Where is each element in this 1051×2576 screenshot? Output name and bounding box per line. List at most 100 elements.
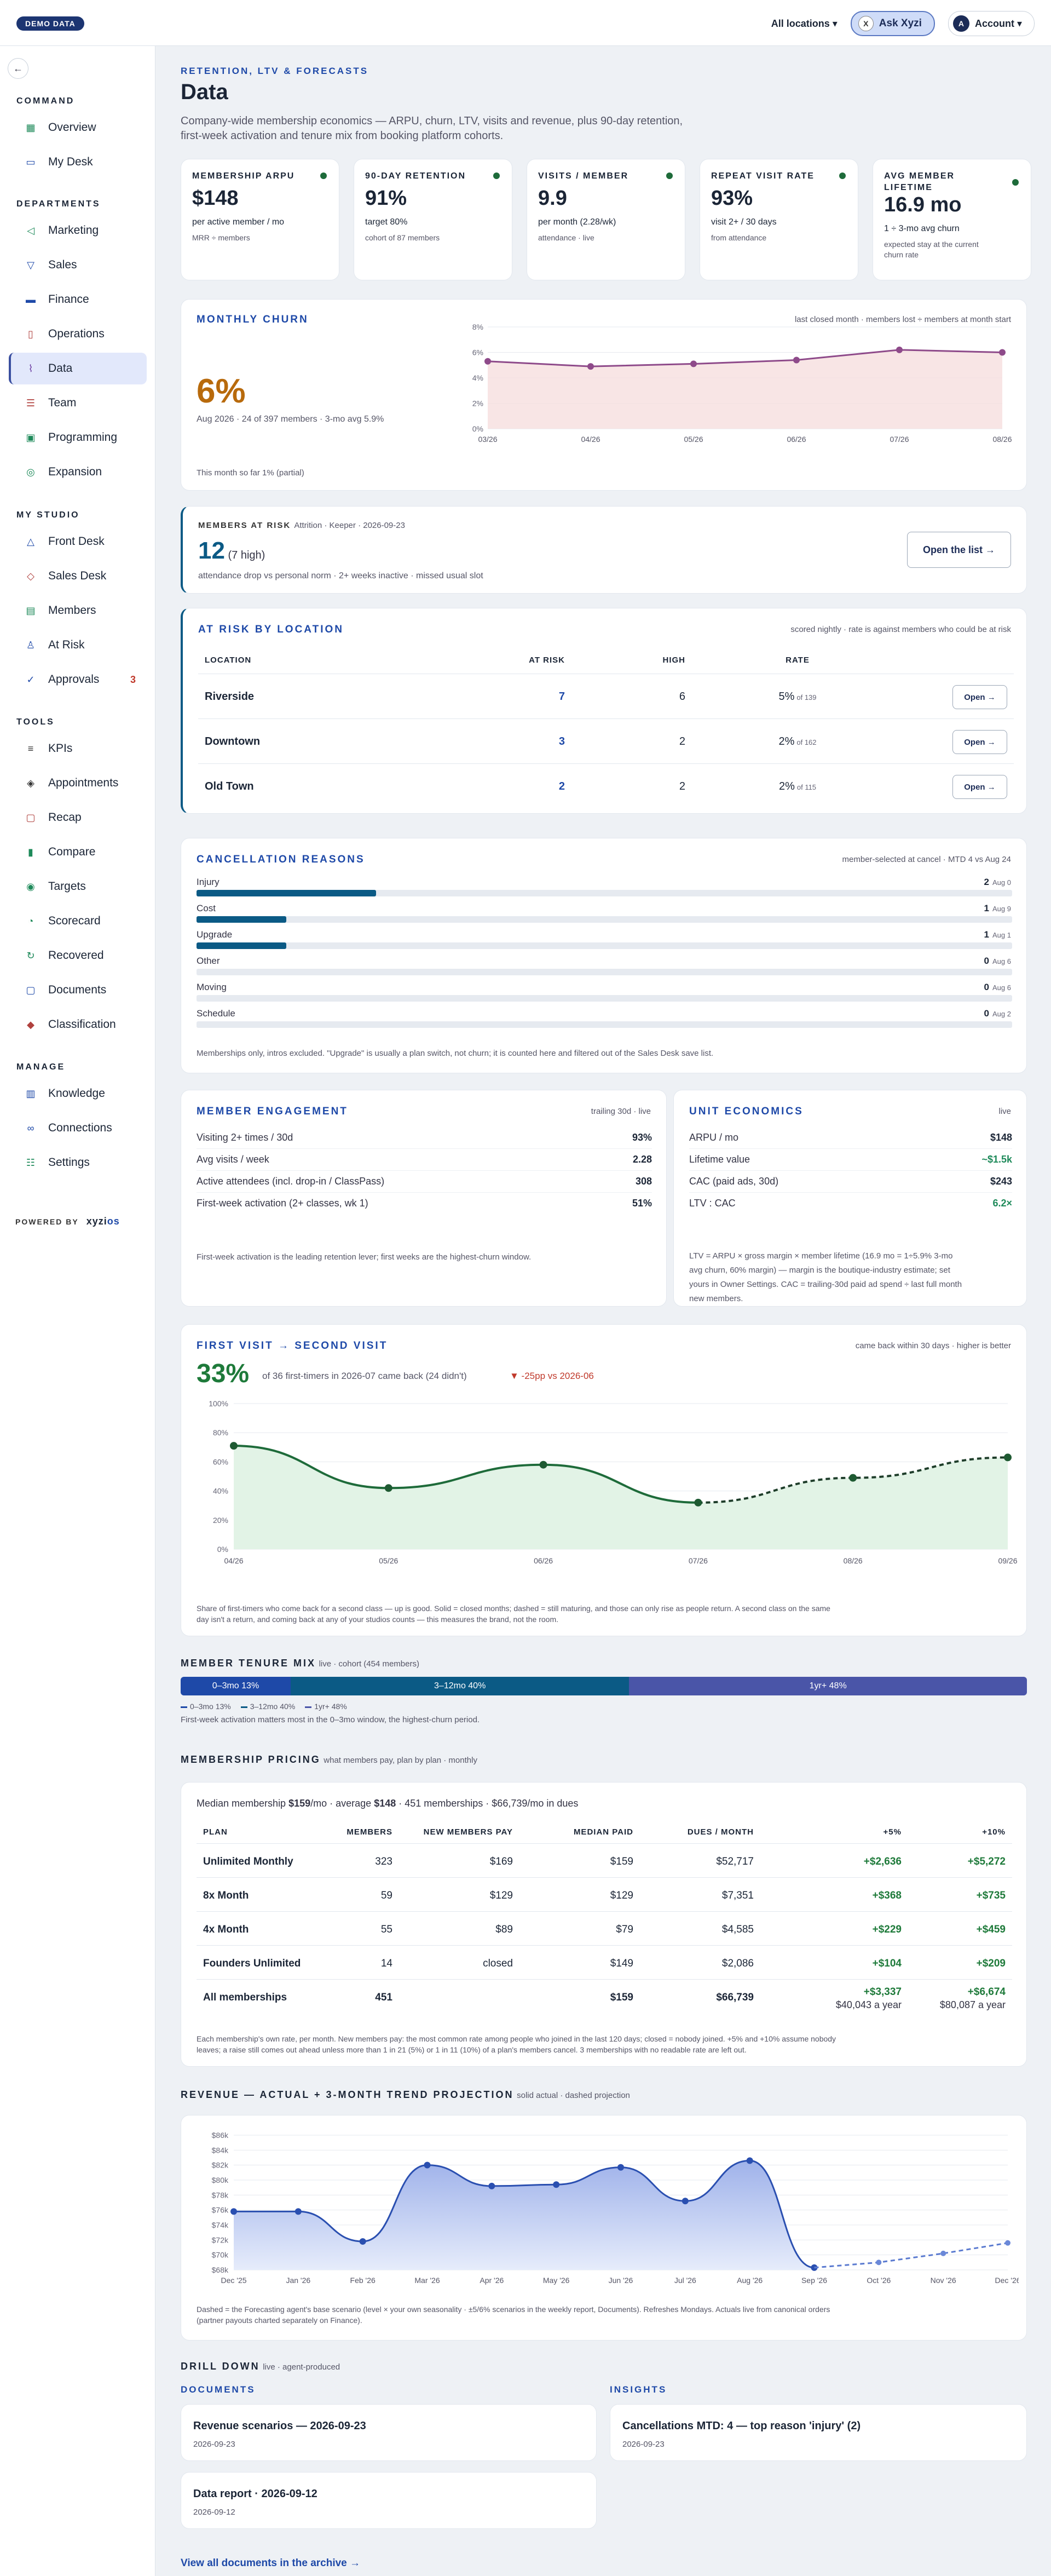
metric-label: Lifetime value bbox=[689, 1154, 750, 1165]
x-tick-label: Sep '26 bbox=[801, 2276, 827, 2285]
recover-icon: ↻ bbox=[26, 950, 35, 961]
pricing-cell: $2,086 bbox=[721, 1958, 754, 1969]
churn-note: last closed month · members lost ÷ membe… bbox=[794, 315, 1011, 324]
engagement-foot: First-week activation is the leading ret… bbox=[197, 1252, 532, 1262]
sidebar-item-kpis[interactable]: ≡ KPIs bbox=[9, 733, 147, 764]
megaphone-icon: ◁ bbox=[27, 225, 34, 236]
sidebar-item-documents[interactable]: ▢ Documents bbox=[9, 974, 147, 1006]
tenure-note: live · cohort (454 members) bbox=[319, 1659, 419, 1669]
sidebar-item-label: Marketing bbox=[48, 224, 99, 237]
churn-sub: Aug 2026 · 24 of 397 members · 3-mo avg … bbox=[197, 415, 384, 424]
pricing-cell: closed bbox=[483, 1958, 513, 1969]
revenue-projection-point bbox=[1005, 2240, 1010, 2246]
sidebar-item-classification[interactable]: ◆ Classification bbox=[9, 1009, 147, 1040]
revenue-foot: Dashed = the Forecasting agent's base sc… bbox=[197, 2305, 830, 2325]
sidebar-item-settings[interactable]: ☷ Settings bbox=[9, 1147, 147, 1178]
open-location-button[interactable]: Open → bbox=[952, 685, 1007, 709]
y-tick-label: $80k bbox=[212, 2176, 229, 2184]
x-tick-label: 05/26 bbox=[684, 435, 703, 444]
at-risk-by-location-card: AT RISK BY LOCATION scored nightly · rat… bbox=[181, 608, 1027, 814]
document-card[interactable]: Data report · 2026-09-12 2026-09-12 bbox=[181, 2472, 597, 2529]
pricing-card: Median membership $159/mo · average $148… bbox=[181, 1782, 1027, 2067]
sidebar-item-programming[interactable]: ▣ Programming bbox=[9, 422, 147, 453]
sidebar-item-at-risk[interactable]: ♙ At Risk bbox=[9, 629, 147, 661]
recap-icon: ▢ bbox=[26, 812, 36, 823]
reason-value: 1 Aug 9 bbox=[984, 903, 1011, 913]
x-tick-label: 08/26 bbox=[844, 1556, 863, 1565]
revenue-actual-line bbox=[234, 2159, 815, 2269]
engagement-title: MEMBER ENGAGEMENT bbox=[197, 1106, 348, 1117]
sidebar-item-members[interactable]: ▤ Members bbox=[9, 595, 147, 626]
metric-label: LTV : CAC bbox=[689, 1198, 736, 1209]
insight-date: 2026-09-23 bbox=[622, 2440, 665, 2449]
kpi-foot: expected stay at the current churn rate bbox=[884, 240, 979, 259]
churn-area bbox=[488, 349, 1002, 429]
location-selector[interactable]: All locations ▾ bbox=[771, 18, 838, 29]
column-header: +5% bbox=[883, 1827, 902, 1837]
sidebar-item-appointments[interactable]: ◈ Appointments bbox=[9, 767, 147, 799]
chart-icon: ⌇ bbox=[28, 363, 33, 374]
open-risk-list-button[interactable]: Open the list → bbox=[907, 532, 1011, 568]
sidebar-item-label: Expansion bbox=[48, 465, 102, 478]
sidebar-item-operations[interactable]: ▯ Operations bbox=[9, 318, 147, 350]
pricing-cell: +$2,636 bbox=[863, 1856, 902, 1867]
x-tick-label: Feb '26 bbox=[350, 2276, 376, 2285]
sidebar-item-marketing[interactable]: ◁ Marketing bbox=[9, 215, 147, 246]
risk-count-sub: (7 high) bbox=[228, 549, 265, 561]
sidebar-item-sales[interactable]: ▽ Sales bbox=[9, 249, 147, 281]
document-card[interactable]: Revenue scenarios — 2026-09-23 2026-09-23 bbox=[181, 2404, 597, 2461]
open-location-button[interactable]: Open → bbox=[952, 730, 1007, 754]
sidebar-item-finance[interactable]: ▬ Finance bbox=[9, 284, 147, 315]
revenue-projection-point bbox=[876, 2259, 882, 2266]
kpi-label: 90-DAY RETENTION bbox=[365, 171, 466, 181]
pricing-cell: $89 bbox=[495, 1924, 513, 1935]
collapse-sidebar-button[interactable]: ← bbox=[8, 58, 28, 79]
y-tick-label: $72k bbox=[212, 2235, 229, 2244]
sidebar-item-targets[interactable]: ◉ Targets bbox=[9, 871, 147, 902]
sliders-icon: ☷ bbox=[26, 1157, 36, 1168]
sidebar-item-compare[interactable]: ▮ Compare bbox=[9, 836, 147, 868]
y-tick-label: 60% bbox=[213, 1457, 228, 1466]
sidebar-item-team[interactable]: ☰ Team bbox=[9, 387, 147, 419]
unit-foot: LTV = ARPU × gross margin × member lifet… bbox=[689, 1251, 962, 1303]
sidebar-item-expansion[interactable]: ◎ Expansion bbox=[9, 456, 147, 488]
reason-label: Cost bbox=[197, 903, 216, 913]
view-archive-link[interactable]: View all documents in the archive → bbox=[181, 2557, 361, 2569]
pricing-cell: $52,717 bbox=[716, 1856, 754, 1867]
tenure-legend: 0–3mo 13% 3–12mo 40% 1yr+ 48% bbox=[181, 1702, 357, 1711]
revenue-actual-point bbox=[230, 2208, 237, 2215]
account-label: Account ▾ bbox=[974, 18, 1022, 29]
high-count: 2 bbox=[679, 780, 685, 792]
pricing-cell: 8x Month bbox=[203, 1890, 249, 1901]
sidebar-item-recovered[interactable]: ↻ Recovered bbox=[9, 940, 147, 971]
sidebar-item-label: Compare bbox=[48, 846, 96, 858]
insight-card[interactable]: Cancellations MTD: 4 — top reason 'injur… bbox=[610, 2404, 1027, 2461]
revenue-actual-point bbox=[617, 2164, 624, 2171]
pricing-cell: 323 bbox=[375, 1856, 392, 1867]
revenue-actual-point bbox=[424, 2161, 431, 2169]
sidebar-item-connections[interactable]: ∞ Connections bbox=[9, 1112, 147, 1144]
reason-value: 1 Aug 1 bbox=[984, 929, 1011, 940]
status-dot bbox=[839, 173, 846, 179]
sidebar-item-knowledge[interactable]: ▥ Knowledge bbox=[9, 1078, 147, 1109]
sidebar-item-data[interactable]: ⌇ Data bbox=[9, 353, 147, 384]
reason-bar-track bbox=[197, 916, 1012, 923]
table-row: Old Town 2 2 2% of 115 Open → bbox=[198, 764, 1014, 809]
unit-title: UNIT ECONOMICS bbox=[689, 1106, 804, 1117]
pricing-cell: $159 bbox=[610, 1856, 633, 1867]
ask-xyzi-button[interactable]: X Ask Xyzi bbox=[850, 11, 935, 36]
open-location-button[interactable]: Open → bbox=[952, 775, 1007, 799]
revenue-actual-point bbox=[553, 2181, 560, 2188]
y-tick-label: 2% bbox=[472, 399, 483, 408]
account-menu-button[interactable]: A Account ▾ bbox=[948, 11, 1035, 36]
legend-item: 0–3mo 13% bbox=[181, 1702, 231, 1711]
sidebar-item-overview[interactable]: ▦ Overview bbox=[9, 112, 147, 143]
sidebar-item-front-desk[interactable]: △ Front Desk bbox=[9, 526, 147, 557]
sidebar-item-my-desk[interactable]: ▭ My Desk bbox=[9, 146, 147, 178]
sidebar-item-recap[interactable]: ▢ Recap bbox=[9, 802, 147, 833]
sidebar-item-approvals[interactable]: ✓ Approvals 3 bbox=[9, 664, 147, 695]
clipboard-icon: ▯ bbox=[28, 328, 33, 340]
sidebar-item-sales-desk[interactable]: ◇ Sales Desk bbox=[9, 560, 147, 592]
sidebar-item-scorecard[interactable]: ◔ Scorecard bbox=[9, 905, 147, 937]
y-tick-label: $82k bbox=[212, 2161, 229, 2170]
